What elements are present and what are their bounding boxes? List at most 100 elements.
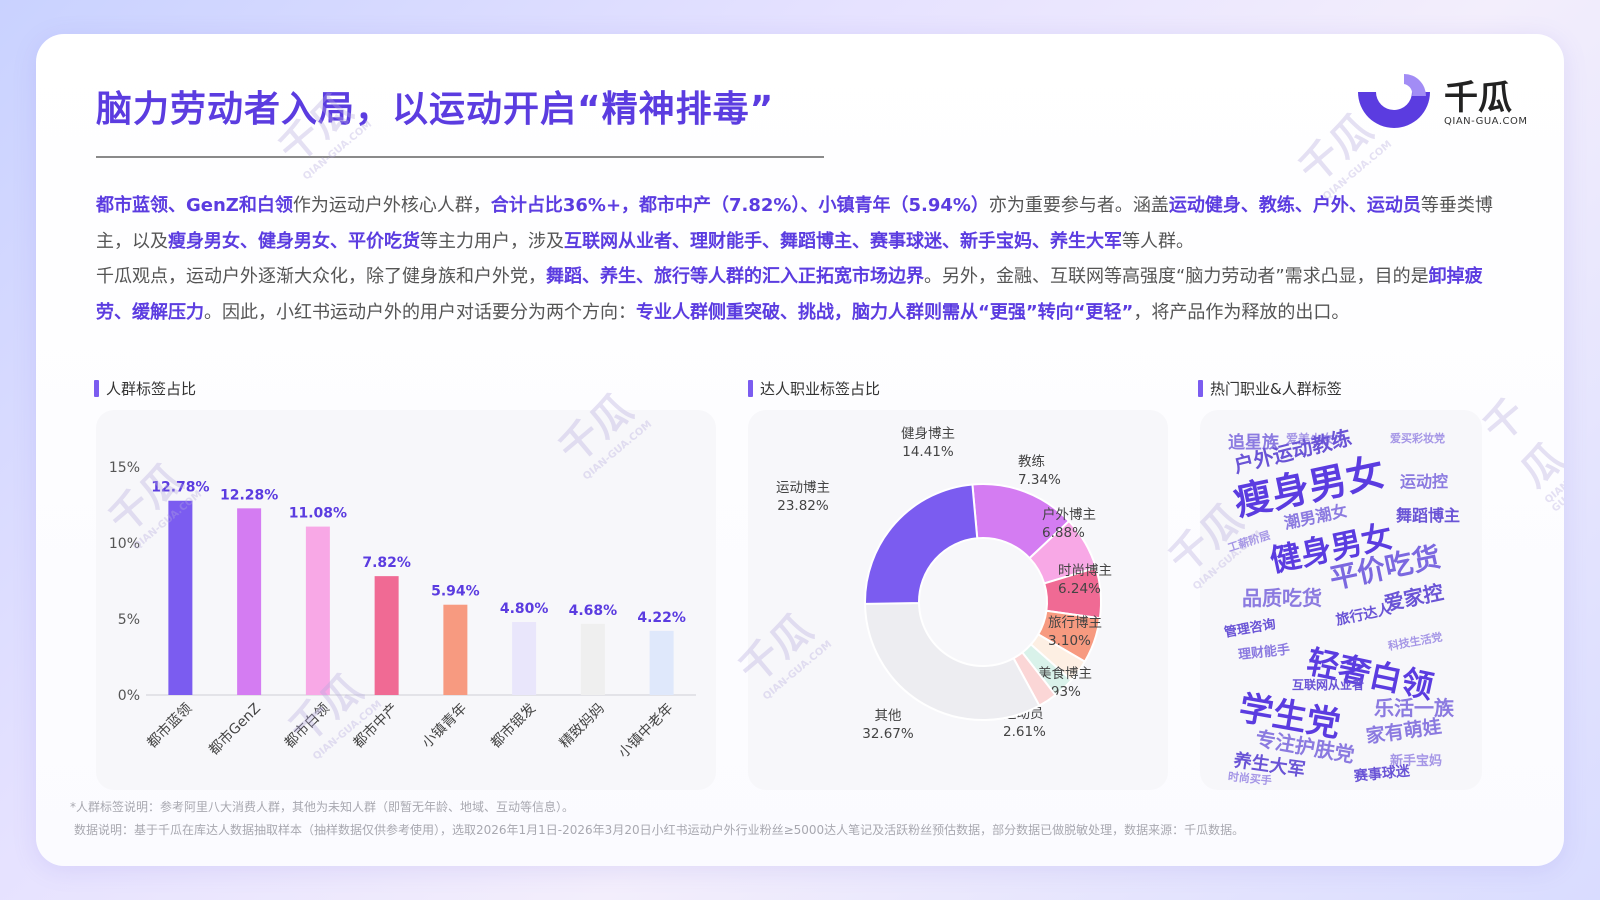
bar-value-label: 4.22%: [637, 610, 686, 626]
intro-segment: 专业人群侧重突破、挑战，脑力人群则需从“更强”转向“更轻”: [636, 301, 1134, 323]
word-cloud-tag: 爱美少女: [1286, 432, 1335, 446]
watermark-subtext: QIAN-GUA.COM: [1542, 471, 1564, 515]
bar[interactable]: [168, 500, 193, 695]
logo-mark-icon: [1358, 74, 1430, 128]
slice-value-label: 7.34%: [1018, 472, 1061, 488]
footnote-data-source: 数据说明：基于千瓜在库达人数据抽取样本（抽样数据仅供参考使用），选取2026年1…: [74, 823, 1245, 837]
watermark: 千瓜 QIAN-GUA.COM: [1468, 372, 1564, 515]
intro-segment: 等人群。: [1122, 230, 1194, 252]
slice-value-label: 3.10%: [1048, 633, 1091, 649]
slice-name-label: 运动博主: [776, 479, 830, 496]
watermark-text: 千瓜: [1474, 390, 1564, 497]
bar-value-label: 12.78%: [151, 480, 209, 496]
word-cloud-tag: 追星族: [1228, 433, 1279, 453]
word-cloud-tag: 工薪阶层: [1226, 528, 1273, 555]
intro-segment: 合计占比36%+，都市中产（7.82%）、小镇青年（5.94%）: [490, 195, 989, 216]
intro-paragraph-2: 千瓜观点，运动户外逐渐大众化，除了健身族和户外党，舞蹈、养生、旅行等人群的汇入正…: [96, 259, 1506, 330]
bar[interactable]: [374, 576, 399, 695]
slice-name-label: 其他: [875, 708, 902, 724]
x-tick-label: 都市银发: [487, 700, 539, 752]
word-cloud-tag: 运动控: [1400, 472, 1449, 491]
word-cloud-tag: 理财能手: [1237, 642, 1291, 663]
cloud-section-title: 热门职业&人群标签: [1198, 378, 1342, 399]
word-cloud-tag: 赛事球迷: [1353, 763, 1411, 785]
bar[interactable]: [512, 622, 537, 695]
word-cloud-tag: 品质吃货: [1242, 586, 1322, 610]
word-cloud-tag: 科技生活党: [1386, 630, 1444, 653]
intro-text: 都市蓝领、GenZ和白领作为运动户外核心人群，合计占比36%+，都市中产（7.8…: [96, 188, 1506, 330]
bar-chart-panel: 0% 5% 10% 15% 12.78% 都市蓝领 12.28% 都市GenZ 11.08% 都市…: [96, 410, 716, 790]
slice-name-label: 户外博主: [1042, 506, 1096, 523]
bar-value-label: 12.28%: [220, 487, 278, 503]
word-cloud-panel: 追星族 爱美少女 爱买彩妆党 户外运动教练 运动控 瘦身男女 舞蹈博主 工薪阶层 潮男潮女 健身男…: [1200, 410, 1482, 790]
donut-section-title: 达人职业标签占比: [748, 378, 880, 399]
bar-section-title: 人群标签占比: [94, 378, 196, 399]
bar-value-label: 4.80%: [500, 601, 549, 617]
brand-logo[interactable]: 千瓜 QIAN-GUA.COM: [1352, 70, 1528, 132]
donut-chart: 健身博主 14.41% 教练 7.34% 户外博主 6.88% 时尚博主 6.24% 旅行博主 3…: [776, 425, 1112, 742]
logo-text: 千瓜: [1444, 78, 1512, 118]
x-tick-label: 都市白领: [281, 700, 333, 752]
intro-segment: 等主力用户，涉及: [420, 230, 564, 252]
slice-value-label: 23.82%: [777, 498, 829, 514]
title-divider: [96, 156, 824, 158]
slice-value-label: 6.24%: [1058, 581, 1101, 597]
word-cloud-tag: 舞蹈博主: [1396, 506, 1461, 525]
report-card: 脑力劳动者入局，以运动开启“精神排毒” 千瓜 QIAN-GUA.COM 都市蓝领…: [36, 34, 1564, 866]
intro-segment: 舞蹈、养生、旅行等人群的汇入正拓宽市场边界: [546, 266, 924, 287]
y-tick-label: 0%: [118, 688, 140, 704]
intro-segment: 作为运动户外核心人群，: [292, 195, 491, 216]
x-tick-label: 都市蓝领: [144, 700, 196, 752]
word-cloud-tag: 爱买彩妆党: [1390, 432, 1445, 445]
bar-chart: 0% 5% 10% 15% 12.78% 都市蓝领 12.28% 都市GenZ 11.08% 都市…: [109, 460, 696, 762]
bar[interactable]: [580, 623, 605, 695]
y-tick-label: 10%: [109, 536, 140, 552]
bar-value-label: 11.08%: [289, 506, 347, 522]
x-tick-label: 精致妈妈: [557, 701, 608, 752]
word-cloud-tag: 互联网从业者: [1292, 678, 1365, 692]
logo-subtext: QIAN-GUA.COM: [1444, 116, 1528, 127]
intro-segment: 。因此，小红书运动户外的用户对话要分为两个方向：: [204, 301, 636, 323]
slice-value-label: 6.88%: [1042, 525, 1085, 541]
bar-value-label: 5.94%: [431, 584, 480, 600]
donut-slice[interactable]: [863, 601, 1041, 721]
word-cloud-tag: 乐活一族: [1374, 696, 1454, 720]
slice-name-label: 时尚博主: [1058, 562, 1112, 579]
slice-value-label: 32.67%: [862, 726, 914, 742]
y-tick-label: 15%: [109, 460, 140, 476]
intro-segment: 亦为重要参与者。涵盖: [988, 195, 1169, 216]
bar[interactable]: [305, 526, 330, 695]
x-tick-label: 都市GenZ: [205, 700, 264, 759]
footnote-tag-note: *人群标签说明：参考阿里八大消费人群，其他为未知人群（即暂无年龄、地域、互动等信…: [70, 800, 575, 814]
slice-value-label: 2.61%: [1003, 724, 1046, 740]
intro-segment: 千瓜观点，运动户外逐渐大众化，除了健身族和户外党，: [96, 266, 546, 287]
bar-value-label: 4.68%: [569, 603, 618, 619]
bar[interactable]: [237, 508, 262, 695]
word-cloud-tag: 旅行达人: [1334, 601, 1393, 629]
intro-segment: 卸掉疲劳、缓解压力: [96, 266, 1483, 323]
slice-value-label: 14.41%: [902, 444, 954, 460]
y-tick-label: 5%: [118, 612, 140, 628]
word-cloud-tag: 时尚买手: [1227, 770, 1273, 788]
intro-segment: 运动健身、教练、户外、运动员: [1168, 195, 1421, 216]
intro-segment: 都市蓝领、GenZ和白领: [96, 195, 293, 216]
bar[interactable]: [443, 604, 468, 695]
word-cloud-tag: 新手宝妈: [1390, 754, 1443, 769]
x-tick-label: 小镇青年: [419, 701, 470, 752]
x-tick-label: 都市中产: [350, 700, 402, 752]
slice-name-label: 旅行博主: [1048, 614, 1102, 631]
intro-segment: 互联网从业者、理财能手、舞蹈博主、赛事球迷、新手宝妈、养生大军: [564, 230, 1122, 252]
slice-name-label: 美食博主: [1038, 665, 1092, 682]
donut-chart-panel: 健身博主 14.41% 教练 7.34% 户外博主 6.88% 时尚博主 6.24% 旅行博主 3…: [748, 410, 1168, 790]
intro-segment: 瘦身男女、健身男女、平价吃货: [168, 230, 420, 252]
word-cloud-tag: 管理咨询: [1223, 617, 1277, 641]
intro-segment: 等垂类博主，以及: [96, 195, 1493, 252]
x-tick-label: 小镇中老年: [616, 701, 677, 762]
slice-name-label: 教练: [1018, 454, 1045, 470]
bar-value-label: 7.82%: [362, 555, 411, 571]
bar[interactable]: [649, 630, 674, 695]
intro-paragraph-1: 都市蓝领、GenZ和白领作为运动户外核心人群，合计占比36%+，都市中产（7.8…: [96, 188, 1506, 259]
donut-slice[interactable]: [864, 483, 979, 605]
intro-segment: ，将产品作为释放的出口。: [1133, 301, 1350, 323]
intro-segment: 。另外，金融、互联网等高强度“脑力劳动者”需求凸显，目的是: [924, 266, 1429, 287]
